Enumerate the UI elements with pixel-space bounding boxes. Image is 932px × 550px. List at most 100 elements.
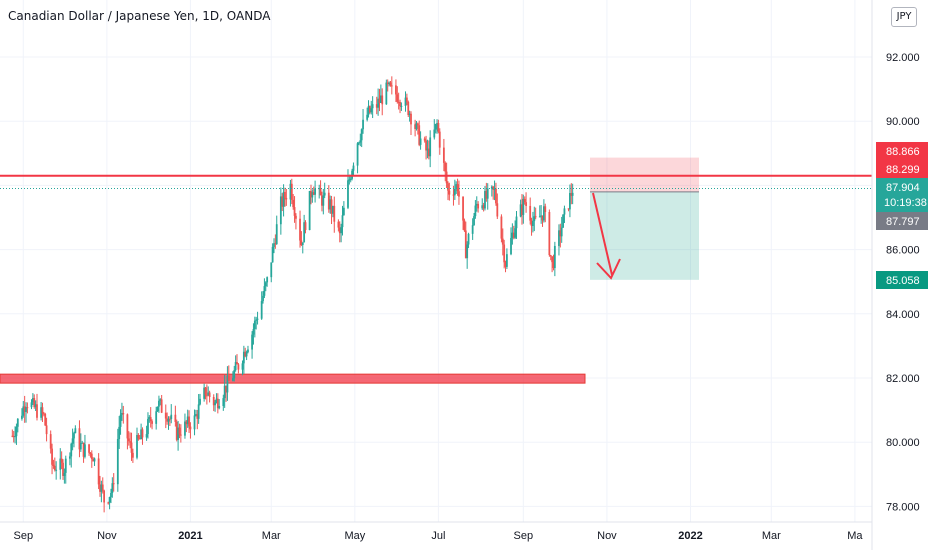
candle-up (474, 205, 477, 217)
candle-down (101, 484, 104, 491)
candle-down (338, 227, 341, 234)
currency-button[interactable]: JPY (891, 7, 917, 27)
candle-down (559, 230, 562, 237)
candle-down (189, 426, 192, 430)
candle-down (549, 255, 552, 257)
candle-down (178, 427, 181, 435)
symbol-title: Canadian Dollar / Japanese Yen, 1D, OAND… (8, 9, 271, 23)
candle-up (510, 237, 512, 255)
candle-down (327, 192, 330, 210)
candle-down (529, 205, 532, 221)
drawings[interactable] (0, 174, 872, 280)
y-tick-label: 90.000 (886, 116, 920, 128)
candle-down (304, 222, 307, 231)
candle-down (405, 97, 408, 102)
candle-down (130, 442, 133, 453)
candle-down (274, 243, 277, 245)
candle-up (14, 436, 16, 438)
candle-up (404, 97, 407, 106)
candle-up (538, 216, 541, 218)
candle-down (103, 490, 106, 503)
candle-down (107, 502, 110, 504)
candle-up (215, 398, 218, 403)
candle-down (504, 262, 507, 267)
candle-down (185, 421, 188, 425)
candle-down (456, 184, 459, 192)
candle-up (359, 140, 362, 143)
candle-down (131, 452, 134, 458)
candle-down (33, 398, 36, 408)
candle-up (493, 188, 496, 190)
entry-price-label-bg (876, 212, 928, 230)
x-tick-label: 2022 (678, 530, 702, 542)
candle-down (227, 375, 230, 381)
candle-down (92, 458, 95, 462)
candle-down (447, 183, 449, 191)
candle-down (444, 162, 447, 172)
candle-up (388, 82, 390, 85)
candle-up (519, 204, 522, 217)
candle-down (551, 256, 554, 263)
candle-down (567, 208, 570, 210)
candle-down (88, 444, 90, 453)
candle-up (255, 319, 258, 321)
candle-down (290, 183, 293, 200)
candle-up (542, 206, 545, 221)
candle-up (63, 472, 66, 476)
candle-down (492, 186, 495, 190)
candle-up (79, 443, 82, 450)
candle-up (93, 458, 96, 462)
candle-down (448, 190, 451, 195)
resistance-price-label: 88.299 (886, 164, 920, 176)
candle-up (222, 398, 225, 407)
candle-down (425, 140, 427, 151)
candle-down (78, 428, 81, 450)
candle-down (168, 418, 171, 420)
candle-up (514, 228, 517, 238)
y-tick-label: 92.000 (886, 52, 920, 64)
candle-up (100, 484, 103, 492)
candle-up (145, 434, 148, 438)
candles (11, 76, 574, 513)
candle-up (266, 277, 269, 283)
candle-down (49, 434, 52, 449)
candle-up (348, 179, 351, 181)
candle-down (319, 188, 322, 196)
candle-up (21, 415, 23, 419)
candle-up (533, 216, 536, 222)
y-tick-label: 78.000 (886, 501, 920, 513)
candle-up (241, 363, 244, 370)
candle-down (407, 101, 410, 116)
candle-down (36, 404, 38, 418)
candle-up (22, 406, 25, 416)
candle-down (151, 421, 153, 424)
candle-down (410, 113, 412, 125)
candle-up (260, 301, 263, 319)
candle-up (301, 242, 304, 246)
candle-down (395, 85, 397, 95)
candle-down (445, 171, 448, 184)
candle-up (226, 375, 229, 393)
candle-down (205, 395, 208, 397)
candle-up (73, 433, 75, 439)
stop-zone (590, 157, 699, 192)
candle-up (74, 428, 77, 434)
candle-up (453, 188, 456, 196)
candle-up (119, 414, 122, 427)
candle-up (184, 421, 186, 436)
candle-up (252, 329, 255, 335)
candle-up (207, 392, 210, 396)
candle-down (496, 203, 499, 217)
support-zone (0, 373, 586, 384)
candle-up (366, 114, 369, 120)
candle-down (164, 412, 167, 419)
candle-up (506, 254, 508, 267)
candle-down (292, 199, 295, 208)
candle-down (462, 196, 464, 221)
candle-up (279, 196, 282, 225)
candle-up (186, 416, 189, 425)
candle-up (251, 334, 253, 350)
x-tick-label: 2021 (178, 530, 202, 542)
candle-up (121, 413, 123, 415)
